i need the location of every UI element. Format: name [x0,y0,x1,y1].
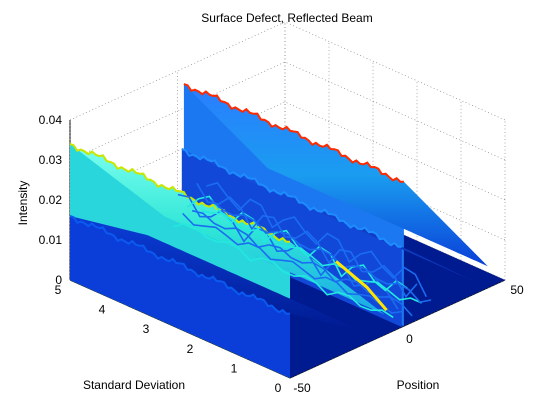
surface-oscillation-stripe [201,210,422,304]
y-axis-label: Position [397,378,440,392]
surface-mesh [69,83,505,378]
z-tick-label: 0.04 [39,113,63,127]
surface-oscillation-stripe [182,212,403,314]
ridge-rear-crest [183,83,404,183]
z-tick-label: 0.03 [39,153,63,167]
ridge-front-low-plateau [70,216,368,334]
z-tick-label: 0.01 [39,233,63,247]
y-tick-label: 0 [406,332,413,346]
x-tick-label: 3 [143,322,150,336]
y-tick-label: -50 [293,381,311,395]
z-tick-label: 0 [55,273,62,287]
ridge-front-crest [69,143,290,243]
surface-oscillation-stripe [173,223,394,319]
grid-line-z [69,21,506,121]
ridge-rear-low-crest [181,148,402,248]
z-axis-label: Intensity [16,181,30,226]
ridge-rear-plateau [183,84,488,267]
ridge-front-low-crest [69,215,290,315]
x-tick-label: 1 [231,361,238,375]
surface-oscillation-stripe [210,199,432,303]
surface-oscillation-stripe [206,181,428,298]
chart-title: Surface Defect, Reflected Beam [201,11,372,25]
y-tick-label: 50 [510,283,524,297]
x-tick-label: 0 [275,381,282,395]
axis-labels: 0 0.01 0.02 0.03 0.04 0 1 2 3 4 5 -50 0 50 [39,113,524,395]
surface-highlight [335,260,388,312]
x-tick-label: 5 [55,283,62,297]
ridge-front-low-face [70,216,290,378]
x-tick-label: 4 [99,303,106,317]
x-axis-label: Standard Deviation [83,378,185,392]
surface-oscillation-stripe [196,182,418,299]
surface-oscillation-stripe [186,195,408,292]
ridge-rear-low-plateau [181,149,475,282]
z-tick-label: 0.02 [39,193,63,207]
x-tick-label: 2 [187,342,194,356]
